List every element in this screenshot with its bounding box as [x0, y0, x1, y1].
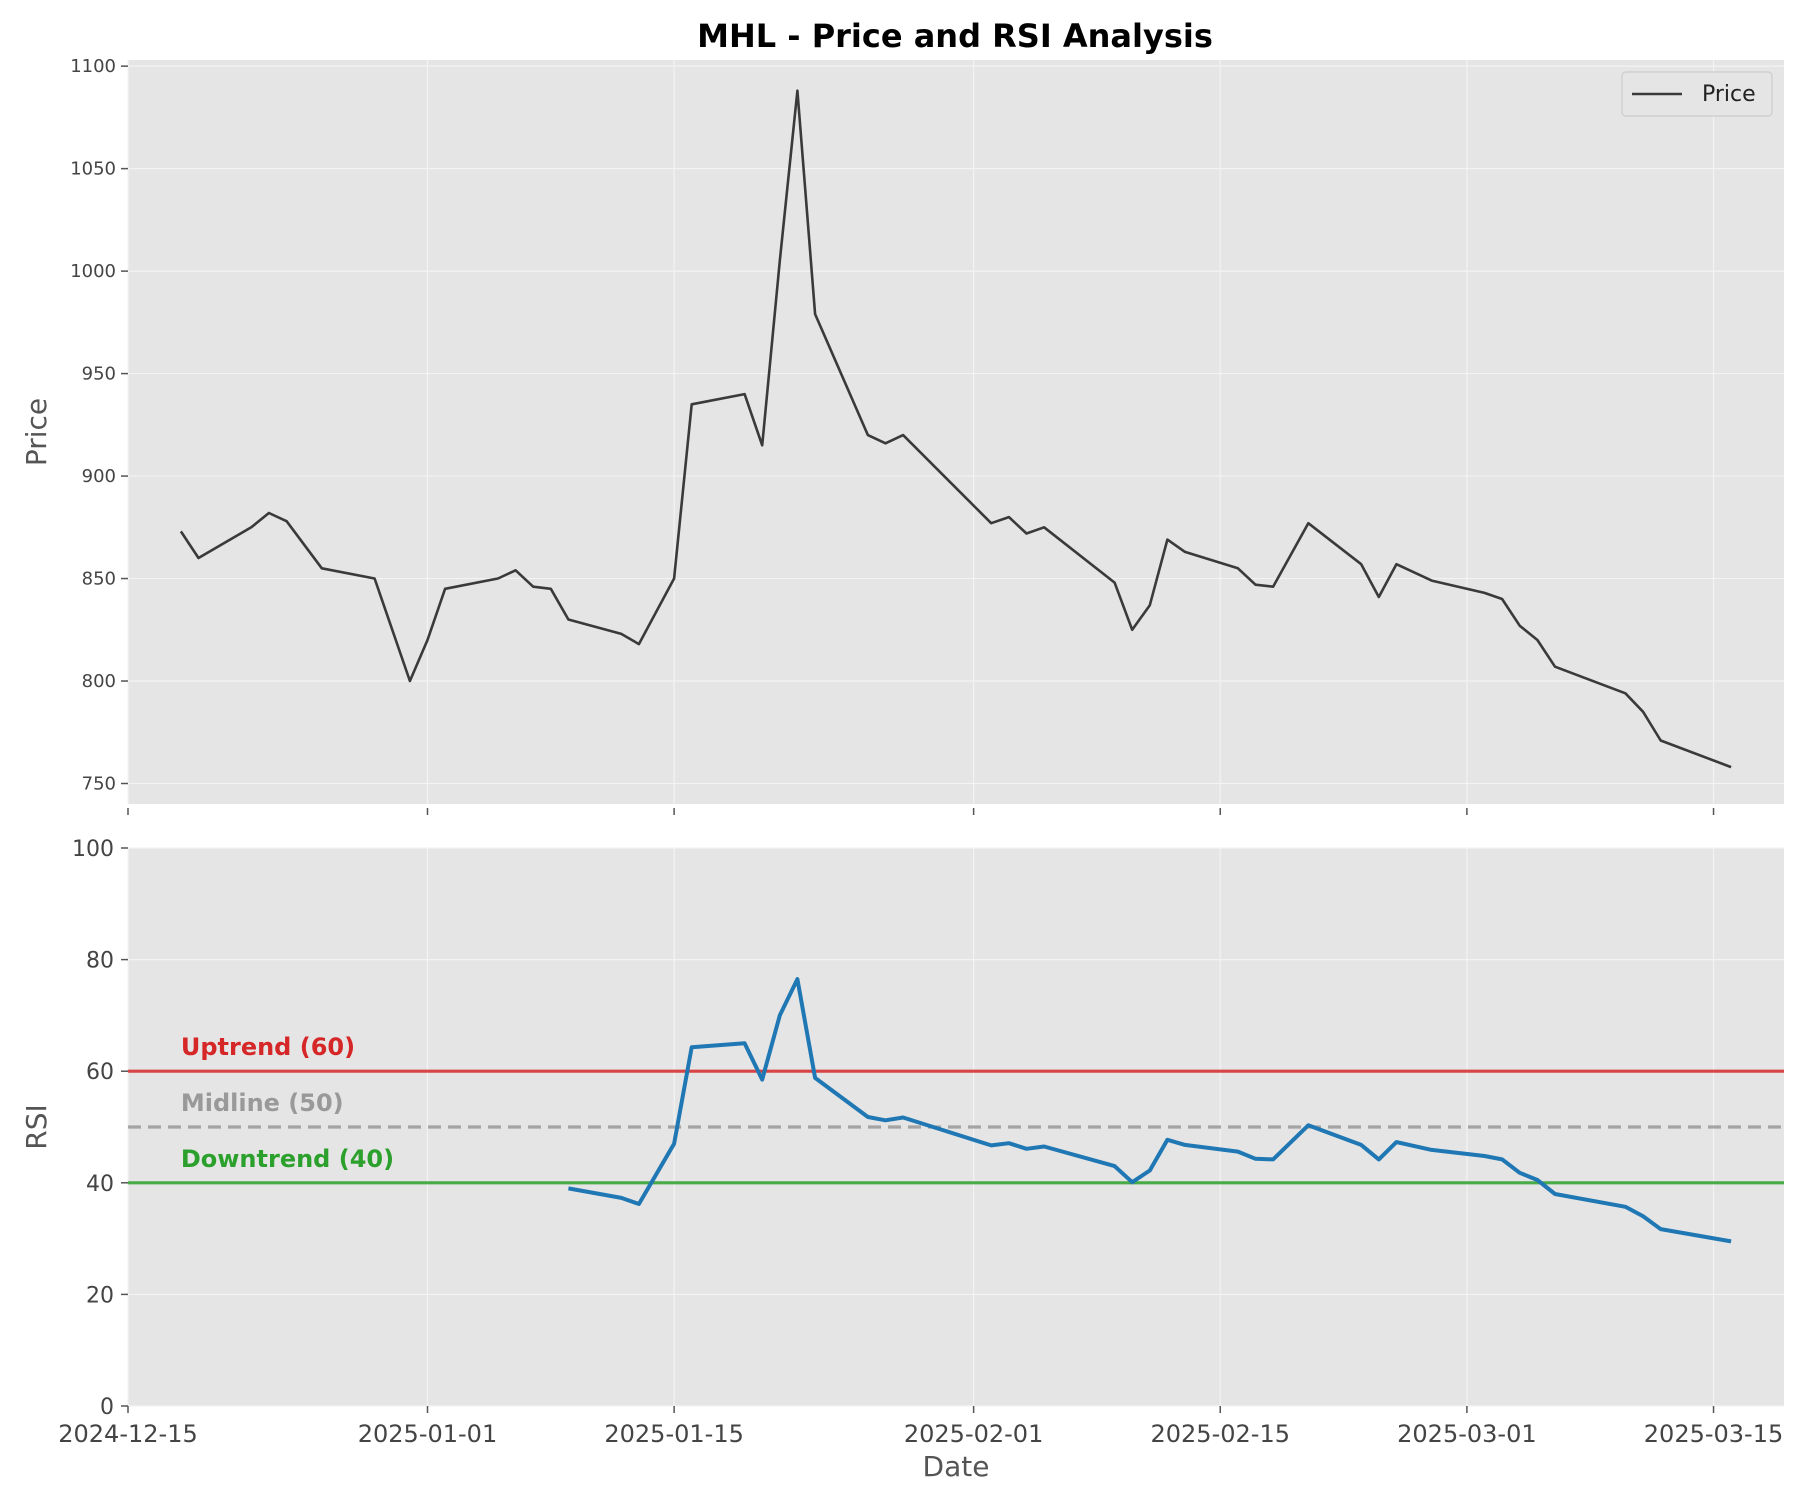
price-y-tick-label: 900 — [82, 466, 116, 487]
rsi-y-ticks: 0 20 40 60 80 100 — [72, 837, 128, 1420]
price-y-tick-label: 1050 — [70, 159, 116, 180]
x-tick-label: 2025-02-15 — [1151, 1420, 1290, 1448]
rsi-panel: 0 20 40 60 80 100 2024-12-15 2025-01-01 2025-01… — [20, 837, 1784, 1483]
price-y-tick-label: 800 — [82, 671, 116, 692]
price-y-tick-label: 950 — [82, 364, 116, 385]
price-y-tick-label: 850 — [82, 569, 116, 590]
rsi-y-tick-label: 60 — [86, 1060, 114, 1085]
rsi-ref-label: Downtrend (40) — [181, 1145, 394, 1173]
price-y-tick-label: 1000 — [70, 261, 116, 282]
price-legend: Price — [1621, 71, 1773, 117]
price-x-tick-marks — [127, 808, 1715, 815]
rsi-reference-lines: Uptrend (60) Midline (50) Downtrend (40) — [128, 1033, 1784, 1185]
rsi-y-tick-label: 20 — [86, 1283, 114, 1308]
rsi-y-tick-label: 0 — [100, 1395, 114, 1420]
rsi-series-line — [568, 977, 1732, 1244]
rsi-y-tick-label: 100 — [72, 837, 114, 862]
price-panel: 750 800 850 900 950 1000 1050 1100 Price Price — [20, 56, 1784, 815]
price-y-tick-label: 1100 — [70, 56, 116, 77]
price-y-tick-label: 750 — [82, 774, 116, 795]
rsi-y-axis-label: RSI — [20, 1104, 53, 1150]
price-y-axis-label: Price — [20, 398, 53, 466]
x-tick-label: 2025-01-15 — [604, 1420, 743, 1448]
rsi-x-ticks: 2024-12-15 2025-01-01 2025-01-15 2025-02-01… — [58, 1406, 1783, 1448]
price-plot-area — [128, 60, 1784, 804]
legend-price-label: Price — [1702, 82, 1756, 107]
x-tick-label: 2025-03-01 — [1397, 1420, 1536, 1448]
price-series-line — [179, 89, 1732, 769]
x-tick-label: 2025-01-01 — [358, 1420, 497, 1448]
price-y-ticks: 750 800 850 900 950 1000 1050 1100 — [70, 56, 128, 795]
x-tick-label: 2024-12-15 — [58, 1420, 197, 1448]
x-axis-label: Date — [923, 1450, 990, 1483]
rsi-ref-label: Uptrend (60) — [181, 1033, 355, 1061]
x-tick-label: 2025-02-01 — [904, 1420, 1043, 1448]
x-tick-label: 2025-03-15 — [1644, 1420, 1783, 1448]
price-grid — [127, 60, 1784, 804]
rsi-y-tick-label: 80 — [86, 949, 114, 974]
legend-box — [1621, 71, 1773, 117]
rsi-ref-label: Midline (50) — [181, 1089, 344, 1117]
chart-title: MHL - Price and RSI Analysis — [697, 17, 1213, 55]
rsi-y-tick-label: 40 — [86, 1172, 114, 1197]
